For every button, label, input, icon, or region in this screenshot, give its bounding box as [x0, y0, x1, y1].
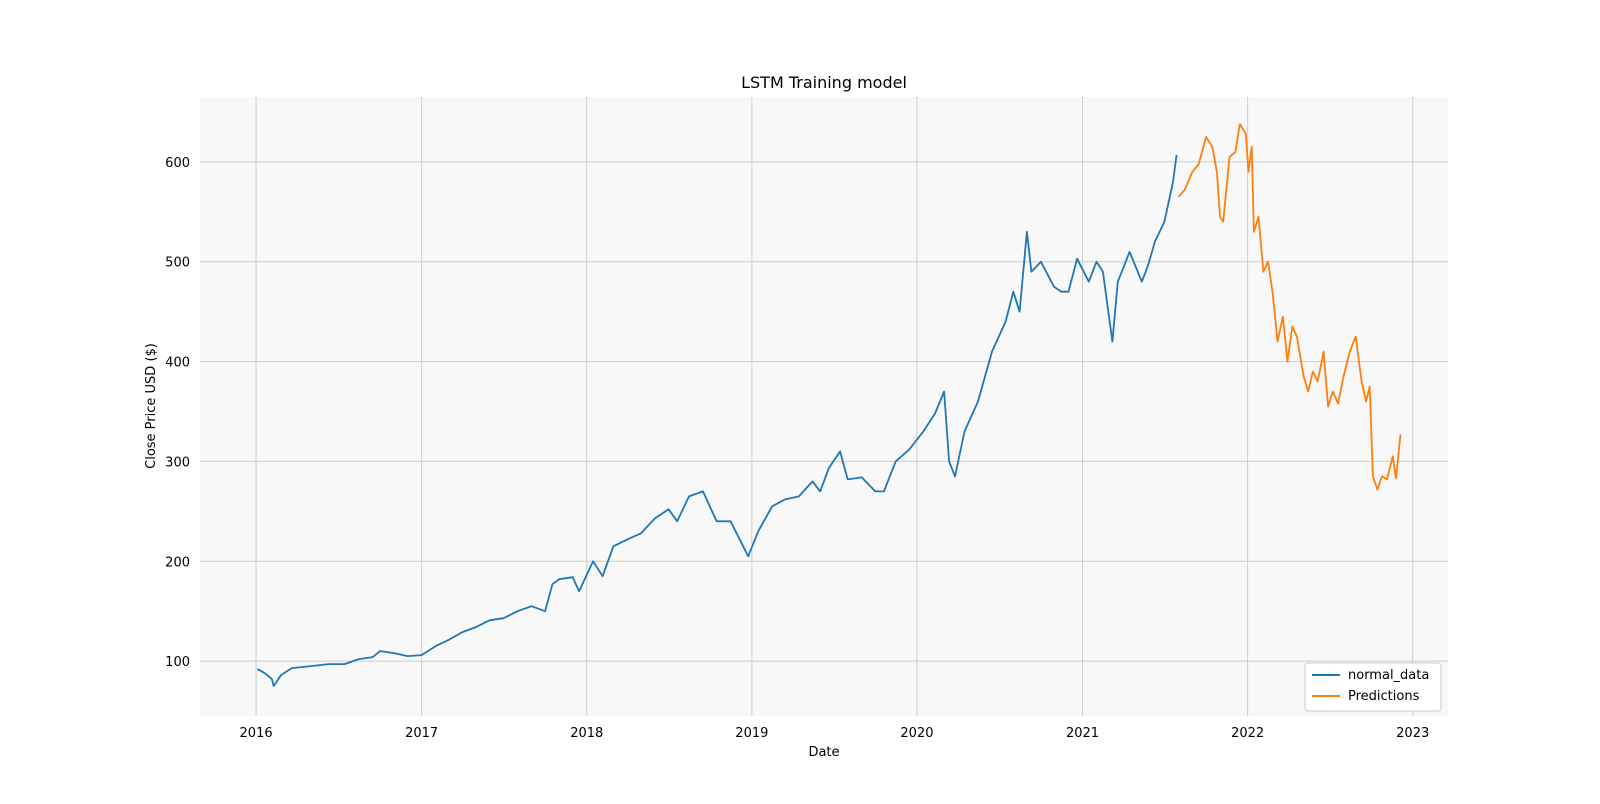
legend-label-predictions: Predictions: [1348, 689, 1420, 704]
y-tick-label: 100: [165, 655, 190, 670]
x-axis-ticks: 2016 2017 2018 2019 2020 2021 2022 2023: [240, 726, 1430, 741]
x-tick-label: 2017: [405, 726, 438, 741]
x-tick-label: 2019: [735, 726, 768, 741]
y-tick-label: 500: [165, 256, 190, 271]
y-tick-label: 300: [165, 455, 190, 470]
x-axis-label: Date: [808, 745, 839, 760]
x-tick-label: 2018: [570, 726, 603, 741]
chart-title: LSTM Training model: [741, 73, 907, 92]
x-tick-label: 2022: [1231, 726, 1264, 741]
y-tick-label: 200: [165, 555, 190, 570]
y-axis-label: Close Price USD ($): [144, 343, 159, 469]
series-line-predictions: [1177, 123, 1402, 491]
x-tick-label: 2020: [900, 726, 933, 741]
legend: normal_data Predictions: [1304, 662, 1442, 712]
legend-label-normal-data: normal_data: [1348, 668, 1429, 683]
series-layer: [256, 123, 1402, 687]
x-tick-label: 2016: [240, 726, 273, 741]
grid-lines: [200, 97, 1448, 716]
x-tick-label: 2021: [1066, 726, 1099, 741]
y-tick-label: 400: [165, 356, 190, 371]
y-axis-ticks: 100 200 300 400 500 600: [165, 156, 190, 670]
x-tick-label: 2023: [1396, 726, 1429, 741]
plot-area: [200, 97, 1448, 716]
series-line-normal-data: [256, 154, 1178, 687]
y-tick-label: 600: [165, 156, 190, 171]
